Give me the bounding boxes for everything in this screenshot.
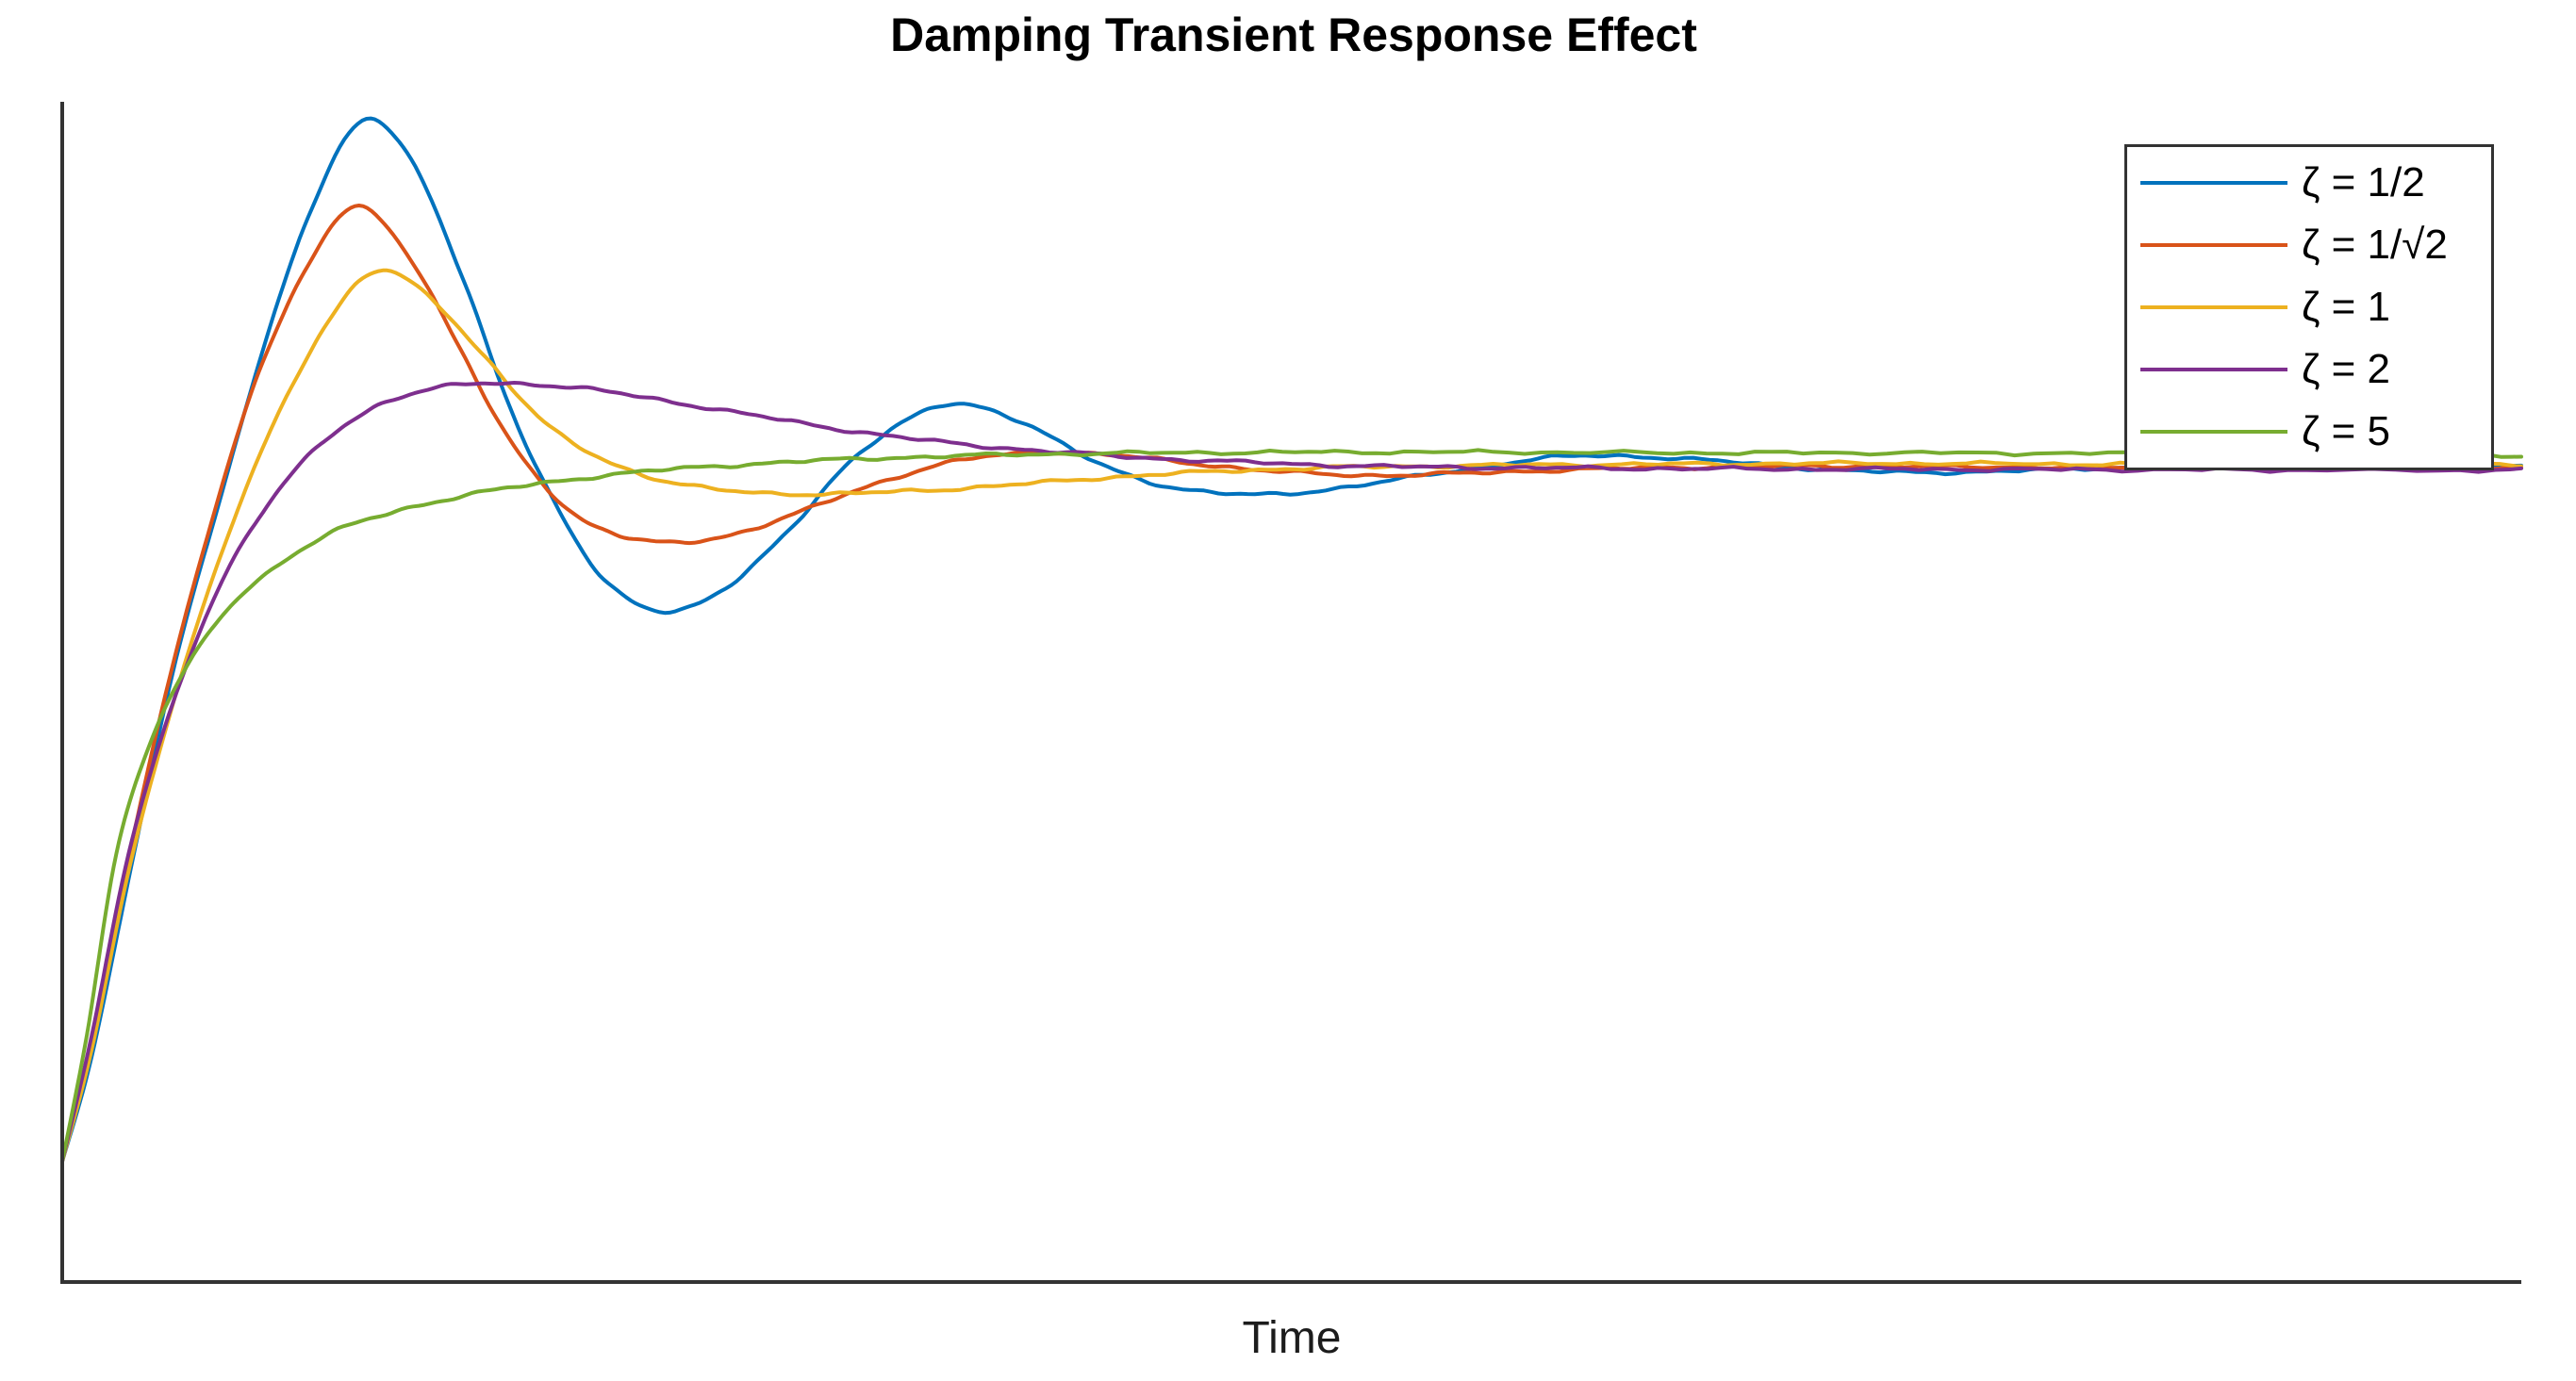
x-axis-label: Time (1242, 1313, 1342, 1363)
legend-line-swatch (2140, 243, 2287, 247)
legend-line-swatch (2140, 305, 2287, 309)
legend-item: ζ = 5 (2140, 402, 2491, 462)
legend-line-swatch (2140, 430, 2287, 434)
legend-line-swatch (2140, 368, 2287, 371)
legend: ζ = 1/2 ζ = 1/√2 ζ = 1 ζ = 2 ζ = 5 (2124, 144, 2494, 470)
legend-item: ζ = 1/√2 (2140, 215, 2491, 275)
legend-label: ζ = 5 (2302, 408, 2391, 454)
legend-item: ζ = 1/2 (2140, 153, 2491, 213)
legend-label: ζ = 1/√2 (2302, 222, 2448, 268)
legend-label: ζ = 1 (2302, 284, 2391, 330)
legend-label: ζ = 2 (2302, 346, 2391, 392)
chart-title: Damping Transient Response Effect (890, 8, 1697, 61)
legend-label: ζ = 1/2 (2302, 159, 2425, 206)
legend-item: ζ = 1 (2140, 277, 2491, 337)
series-line (60, 381, 2523, 1163)
series-line (60, 448, 2523, 1163)
legend-line-swatch (2140, 181, 2287, 185)
series-line (60, 268, 2523, 1163)
legend-item: ζ = 2 (2140, 339, 2491, 400)
